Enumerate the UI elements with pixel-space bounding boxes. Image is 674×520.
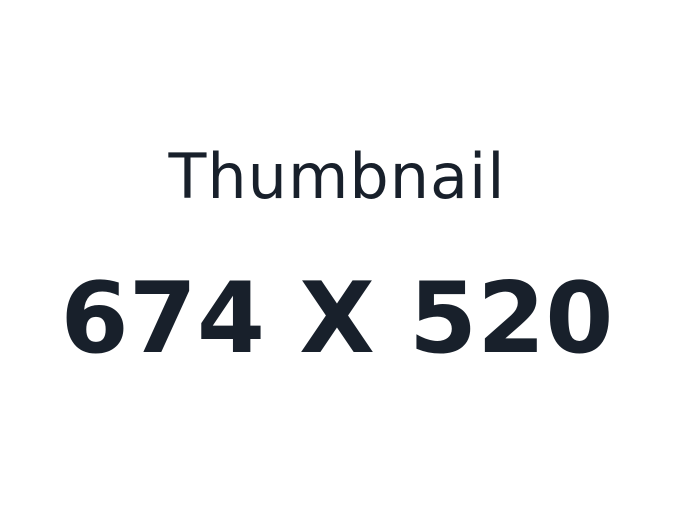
placeholder-size-label: 674 X 520: [60, 262, 614, 376]
placeholder-title: Thumbnail: [168, 140, 506, 213]
